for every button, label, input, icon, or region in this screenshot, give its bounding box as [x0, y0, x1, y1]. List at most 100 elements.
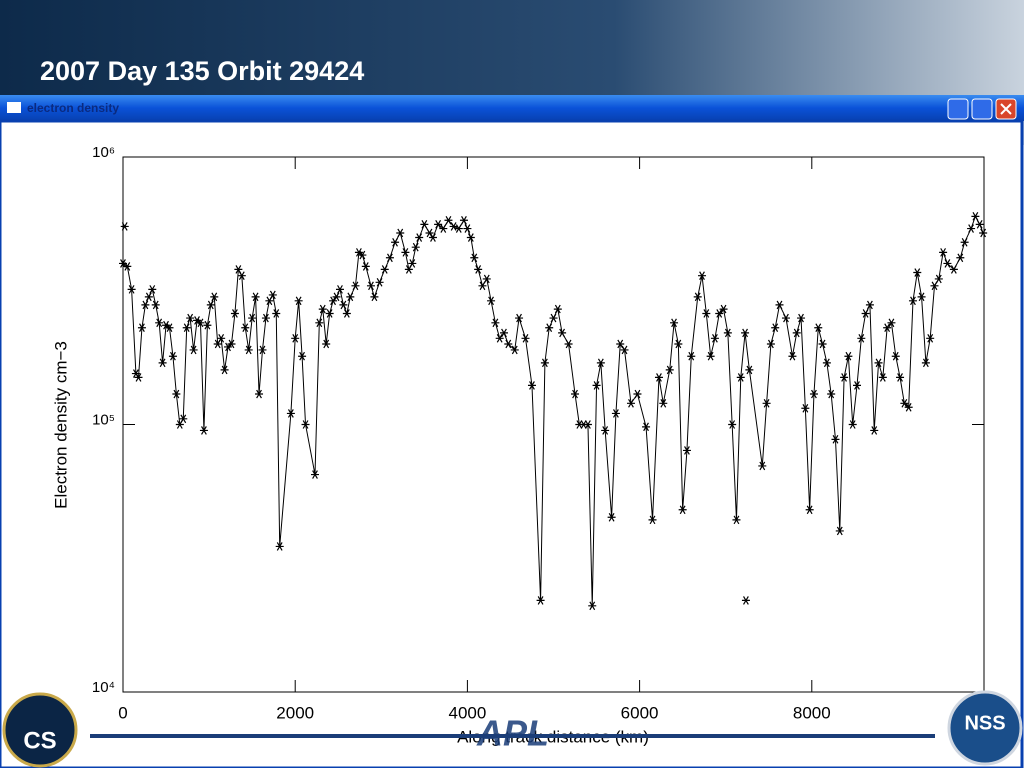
slide-title: 2007 Day 135 Orbit 29424 — [40, 56, 364, 86]
data-point — [536, 596, 545, 605]
data-point — [220, 365, 229, 375]
data-point — [487, 296, 496, 306]
data-point — [196, 318, 205, 328]
nss-logo-text: NSS — [964, 712, 1005, 734]
data-point — [943, 259, 952, 268]
data-point — [592, 381, 601, 390]
data-point — [144, 292, 153, 302]
data-point — [165, 323, 174, 333]
data-point — [698, 271, 707, 280]
data-point — [272, 309, 281, 318]
data-point — [818, 339, 827, 349]
apl-logo: APL — [476, 713, 549, 754]
data-point — [979, 228, 988, 238]
data-point — [710, 333, 719, 343]
data-point — [930, 281, 939, 291]
data-point — [504, 339, 513, 349]
x-tick-label: 4000 — [448, 703, 486, 722]
maximize-button[interactable] — [971, 98, 993, 120]
data-point — [291, 333, 300, 343]
data-point — [891, 351, 900, 361]
data-point — [702, 309, 711, 318]
data-point — [620, 345, 629, 355]
data-point — [865, 300, 874, 310]
plot: 10⁴10⁵10⁶02000400060008000Along track di… — [51, 144, 988, 746]
data-point — [682, 446, 691, 455]
data-point — [179, 414, 188, 424]
outlier-point — [741, 596, 750, 605]
data-point — [510, 345, 519, 355]
data-point — [151, 300, 160, 310]
data-point — [315, 318, 324, 328]
data-point — [766, 339, 775, 349]
data-point — [809, 389, 818, 399]
data-point — [380, 265, 389, 274]
y-tick-label: 10⁴ — [92, 679, 115, 696]
data-point — [670, 318, 679, 328]
data-point — [558, 328, 567, 338]
data-point — [428, 233, 437, 242]
data-point — [611, 409, 620, 418]
data-point — [797, 313, 806, 323]
data-point — [294, 296, 303, 306]
data-point — [332, 292, 341, 302]
data-point — [366, 281, 375, 291]
data-point — [439, 224, 448, 233]
data-point — [351, 281, 360, 291]
data-point — [342, 309, 351, 318]
data-point — [801, 403, 810, 413]
data-point — [358, 250, 367, 260]
data-point — [408, 259, 417, 268]
data-point — [168, 351, 177, 361]
data-point — [732, 515, 741, 525]
data-point — [248, 313, 257, 323]
data-point — [728, 420, 737, 429]
data-point — [434, 220, 443, 229]
data-point — [134, 373, 143, 382]
data-point — [956, 253, 965, 263]
data-point — [736, 373, 745, 382]
data-point — [840, 373, 849, 382]
outlier-point — [120, 222, 129, 231]
data-point — [329, 296, 338, 306]
data-point — [745, 365, 754, 375]
data-point — [527, 381, 536, 390]
data-point — [155, 318, 164, 328]
data-point — [706, 351, 715, 361]
data-point — [971, 212, 980, 221]
data-point — [588, 601, 597, 611]
data-point — [848, 420, 857, 429]
data-point — [391, 237, 400, 247]
data-point — [659, 399, 668, 408]
data-point — [268, 290, 277, 300]
data-point — [571, 389, 580, 399]
data-point — [189, 345, 198, 355]
data-point — [887, 318, 896, 328]
minimize-button[interactable] — [947, 98, 969, 120]
data-point — [491, 318, 500, 328]
data-point — [762, 399, 771, 408]
data-point — [206, 300, 215, 310]
data-point — [719, 304, 728, 314]
data-point — [470, 253, 479, 263]
data-point — [515, 313, 524, 323]
data-point — [217, 333, 226, 343]
data-point — [781, 313, 790, 323]
data-point — [596, 358, 605, 368]
data-point — [831, 435, 840, 444]
y-axis-label: Electron density cm−3 — [51, 341, 70, 509]
data-point — [141, 300, 150, 310]
data-point — [693, 292, 702, 302]
data-point — [361, 262, 370, 271]
data-point — [186, 313, 195, 323]
data-point — [967, 224, 976, 233]
data-point — [230, 309, 239, 318]
data-point — [723, 328, 732, 338]
data-point — [583, 420, 592, 429]
data-point — [415, 233, 424, 242]
nss-logo — [947, 690, 1023, 766]
data-point — [463, 224, 472, 233]
data-point — [459, 215, 468, 225]
window-icon — [7, 102, 21, 113]
